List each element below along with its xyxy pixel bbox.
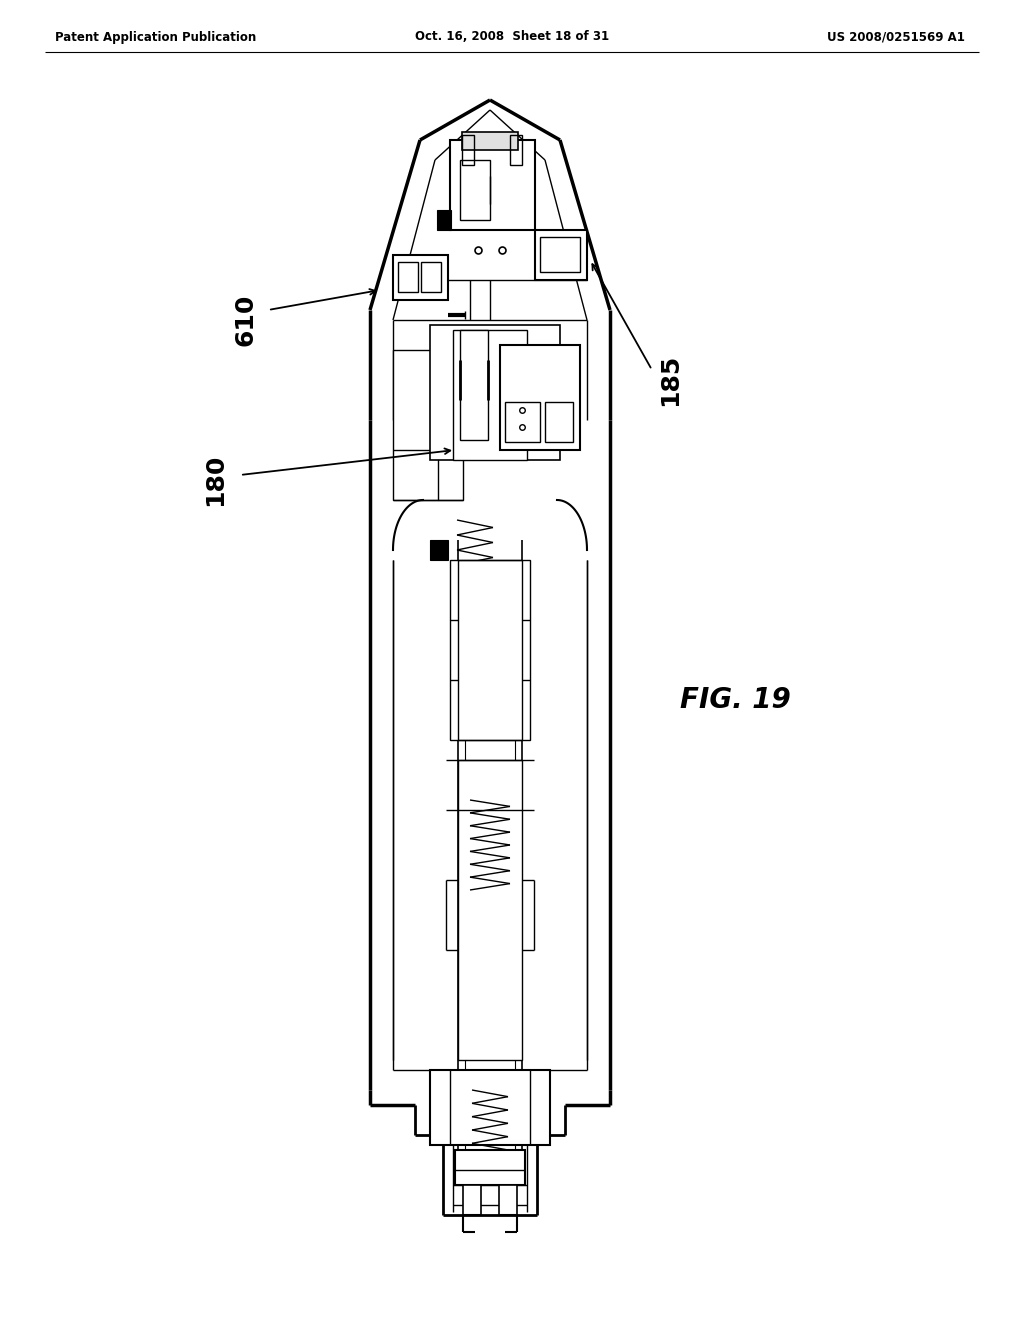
Bar bbox=[398, 261, 418, 292]
Text: US 2008/0251569 A1: US 2008/0251569 A1 bbox=[827, 30, 965, 44]
Bar bbox=[430, 1071, 550, 1144]
Bar bbox=[460, 160, 490, 220]
Bar bbox=[505, 403, 540, 442]
Bar bbox=[437, 210, 451, 230]
Bar bbox=[421, 261, 441, 292]
Bar bbox=[499, 1185, 517, 1214]
Text: 610: 610 bbox=[233, 294, 257, 346]
Bar bbox=[460, 330, 488, 440]
Text: 180: 180 bbox=[203, 454, 227, 506]
Bar bbox=[430, 325, 560, 459]
Bar bbox=[463, 1185, 481, 1214]
Bar bbox=[458, 760, 522, 1060]
Bar bbox=[458, 560, 522, 741]
Bar bbox=[510, 135, 522, 165]
Bar bbox=[393, 350, 463, 500]
Bar bbox=[540, 238, 580, 272]
Bar bbox=[430, 540, 449, 560]
Bar bbox=[453, 330, 527, 459]
Bar bbox=[450, 560, 530, 741]
Bar bbox=[462, 132, 518, 150]
Text: 185: 185 bbox=[658, 354, 682, 407]
Bar bbox=[393, 255, 449, 300]
Text: FIG. 19: FIG. 19 bbox=[680, 686, 791, 714]
Bar bbox=[450, 140, 535, 230]
Text: Patent Application Publication: Patent Application Publication bbox=[55, 30, 256, 44]
Bar bbox=[545, 403, 573, 442]
Bar bbox=[535, 230, 587, 280]
Text: Oct. 16, 2008  Sheet 18 of 31: Oct. 16, 2008 Sheet 18 of 31 bbox=[415, 30, 609, 44]
Bar bbox=[500, 345, 580, 450]
Bar bbox=[455, 1150, 525, 1185]
Bar bbox=[462, 135, 474, 165]
